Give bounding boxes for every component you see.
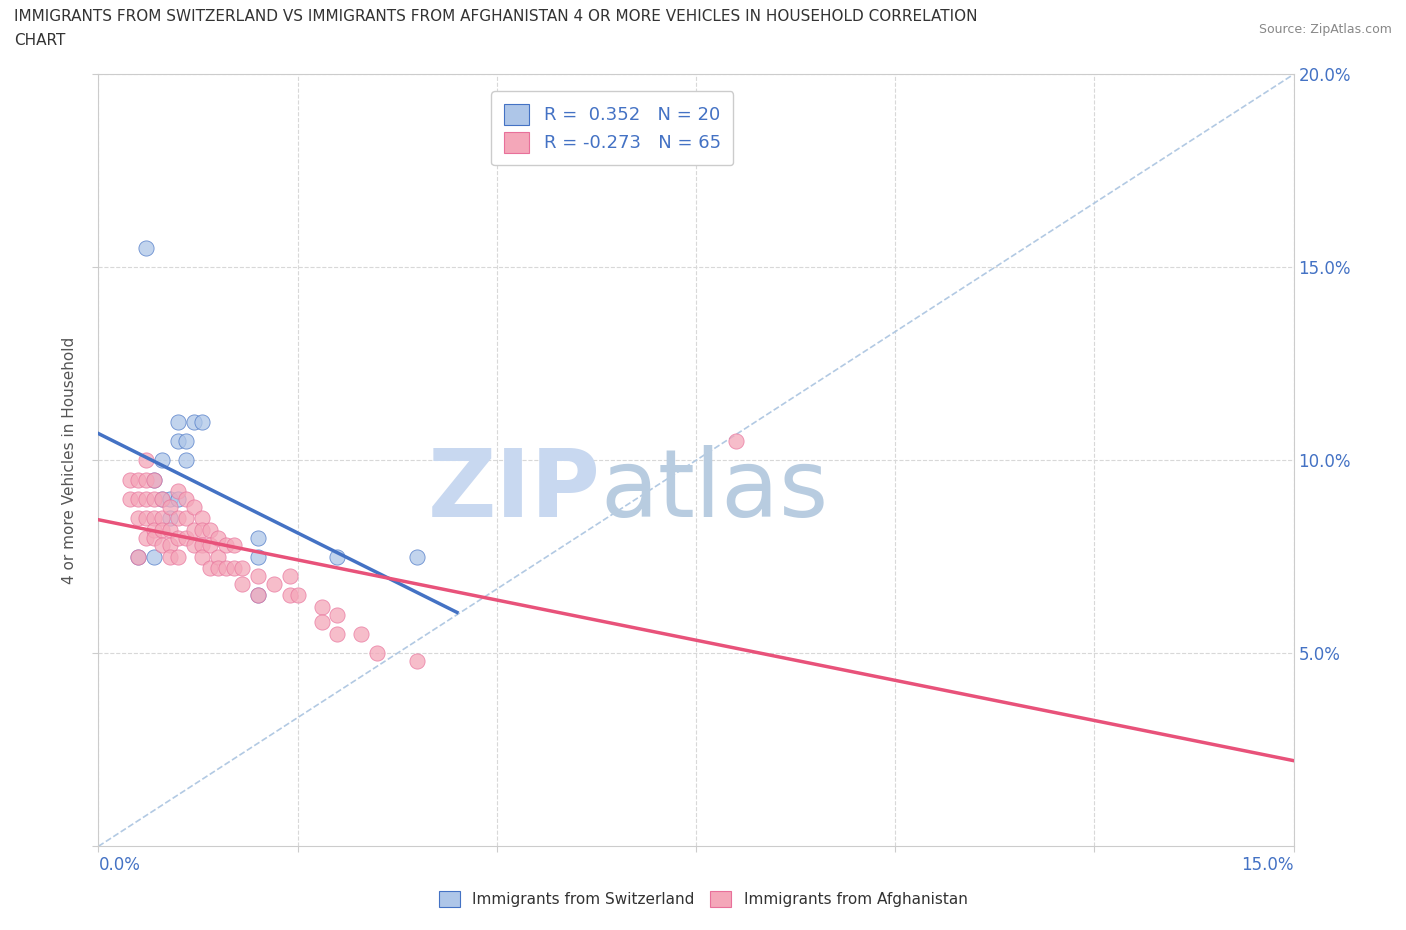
- Point: [150, 453, 173, 468]
- Point: [167, 491, 190, 506]
- Point: [222, 538, 245, 552]
- Point: [135, 241, 157, 256]
- Point: [143, 523, 166, 538]
- Point: [167, 511, 190, 525]
- Text: IMMIGRANTS FROM SWITZERLAND VS IMMIGRANTS FROM AFGHANISTAN 4 OR MORE VEHICLES IN: IMMIGRANTS FROM SWITZERLAND VS IMMIGRANT…: [14, 9, 977, 24]
- Point: [246, 568, 269, 584]
- Point: [198, 523, 221, 538]
- Text: ZIP: ZIP: [427, 445, 600, 538]
- Point: [159, 499, 181, 514]
- Point: [183, 499, 205, 514]
- Text: Source: ZipAtlas.com: Source: ZipAtlas.com: [1258, 23, 1392, 36]
- Point: [191, 415, 214, 430]
- Text: 0.0%: 0.0%: [98, 856, 141, 873]
- Point: [215, 538, 238, 552]
- Point: [150, 491, 173, 506]
- Point: [143, 530, 166, 545]
- Point: [183, 415, 205, 430]
- Point: [167, 550, 190, 565]
- Point: [127, 472, 149, 487]
- Point: [222, 561, 245, 576]
- Point: [159, 491, 181, 506]
- Point: [198, 561, 221, 576]
- Point: [350, 627, 373, 642]
- Point: [143, 491, 166, 506]
- Point: [246, 550, 269, 565]
- Point: [127, 491, 149, 506]
- Point: [167, 433, 190, 448]
- Point: [278, 588, 301, 603]
- Legend: Immigrants from Switzerland, Immigrants from Afghanistan: Immigrants from Switzerland, Immigrants …: [433, 884, 973, 913]
- Point: [231, 577, 253, 591]
- Point: [174, 530, 197, 545]
- Point: [174, 453, 197, 468]
- Point: [120, 472, 142, 487]
- Text: CHART: CHART: [14, 33, 66, 47]
- Point: [167, 484, 190, 498]
- Point: [150, 511, 173, 525]
- Point: [167, 415, 190, 430]
- Point: [127, 550, 149, 565]
- Point: [215, 561, 238, 576]
- Point: [135, 453, 157, 468]
- Point: [263, 577, 285, 591]
- Point: [207, 530, 229, 545]
- Point: [231, 561, 253, 576]
- Point: [174, 491, 197, 506]
- Point: [143, 472, 166, 487]
- Point: [191, 511, 214, 525]
- Point: [207, 550, 229, 565]
- Point: [159, 550, 181, 565]
- Point: [120, 491, 142, 506]
- Point: [135, 472, 157, 487]
- Point: [167, 530, 190, 545]
- Point: [287, 588, 309, 603]
- Point: [311, 600, 333, 615]
- Point: [183, 523, 205, 538]
- Point: [246, 588, 269, 603]
- Point: [207, 561, 229, 576]
- Point: [311, 615, 333, 630]
- Point: [246, 530, 269, 545]
- Point: [406, 654, 429, 669]
- Point: [143, 511, 166, 525]
- Point: [191, 550, 214, 565]
- Point: [191, 538, 214, 552]
- Point: [150, 523, 173, 538]
- Text: atlas: atlas: [600, 445, 828, 538]
- Point: [143, 472, 166, 487]
- Point: [174, 511, 197, 525]
- Point: [159, 538, 181, 552]
- Point: [724, 433, 747, 448]
- Point: [326, 550, 349, 565]
- Point: [183, 538, 205, 552]
- Point: [127, 511, 149, 525]
- Point: [326, 627, 349, 642]
- Point: [191, 523, 214, 538]
- Point: [246, 588, 269, 603]
- Point: [174, 433, 197, 448]
- Point: [150, 491, 173, 506]
- Text: 15.0%: 15.0%: [1241, 856, 1294, 873]
- Point: [326, 607, 349, 622]
- Point: [135, 491, 157, 506]
- Point: [159, 523, 181, 538]
- Point: [143, 550, 166, 565]
- Point: [366, 646, 388, 661]
- Point: [198, 538, 221, 552]
- Point: [135, 530, 157, 545]
- Point: [406, 550, 429, 565]
- Point: [150, 538, 173, 552]
- Point: [278, 568, 301, 584]
- Point: [127, 550, 149, 565]
- Y-axis label: 4 or more Vehicles in Household: 4 or more Vehicles in Household: [62, 337, 77, 584]
- Legend: R =  0.352   N = 20, R = -0.273   N = 65: R = 0.352 N = 20, R = -0.273 N = 65: [491, 91, 734, 166]
- Point: [159, 511, 181, 525]
- Point: [135, 511, 157, 525]
